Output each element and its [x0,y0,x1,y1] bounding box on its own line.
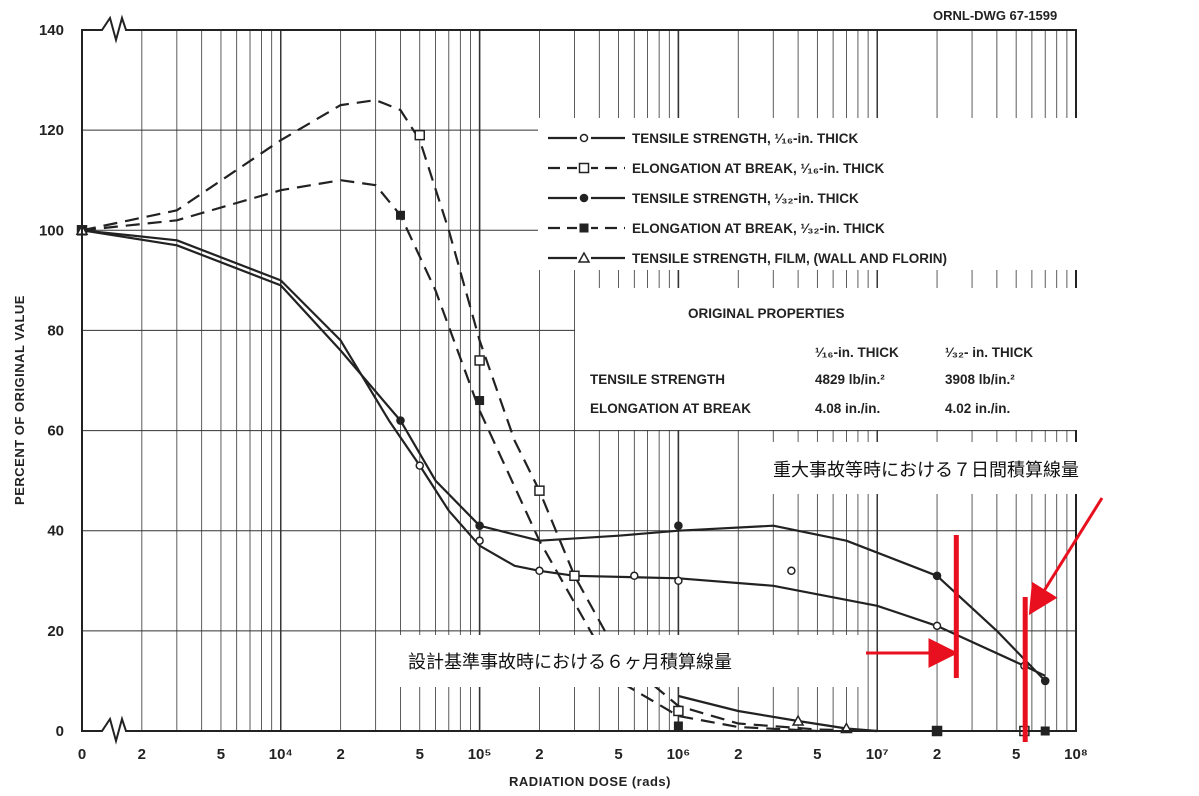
x-tick-label: 2 [933,746,941,763]
axis-break-top [82,14,140,44]
data-point [673,721,683,731]
y-tick-label: 80 [47,322,64,339]
series-line [81,229,1046,677]
x-tick-label: 5 [813,746,821,763]
legend-label: ELONGATION AT BREAK, ¹⁄₃₂-in. THICK [632,221,885,236]
data-point [932,571,942,581]
row-tensile-value-1-32: 3908 lb/in.² [945,372,1015,387]
data-point [674,576,683,586]
x-tick-label: 2 [734,746,742,763]
x-tick-label: 5 [416,746,424,763]
data-point [534,485,545,496]
row-elongation-value-1-32: 4.02 in./in. [945,401,1010,416]
y-tick-label: 40 [47,523,64,540]
legend-marker [579,133,589,143]
x-tick-label: 10⁴ [269,746,293,763]
data-point [475,396,485,406]
legend-label: TENSILE STRENGTH, ¹⁄₁₆-in. THICK [632,131,858,146]
data-point [673,705,684,717]
legend-marker [578,162,590,174]
data-point [415,461,425,470]
data-point [1040,676,1050,686]
legend-label: TENSILE STRENGTH, ¹⁄₃₂-in. THICK [632,191,859,206]
legend-marker [579,223,589,233]
data-point [787,566,796,576]
annotation-7day-label: 重大事故等時における７日間積算線量 [773,460,1079,481]
data-point [474,355,485,366]
annotation-6month-box [398,635,863,687]
series-line [81,98,878,733]
x-tick-label: 0 [78,746,86,763]
legend-background [538,118,1078,430]
annotation-7day-box [763,442,1188,494]
y-tick-label: 60 [47,423,64,440]
x-tick-label: 2 [535,746,543,763]
y-tick-label: 100 [39,222,64,239]
x-tick-label: 10⁶ [667,746,691,763]
y-tick-label: 140 [39,22,64,39]
data-point [932,621,942,631]
series-line [81,179,818,733]
legend-marker [577,251,591,263]
legend-label: ELONGATION AT BREAK, ¹⁄₁₆-in. THICK [632,161,884,176]
x-tick-label: 5 [1012,746,1020,763]
x-axis-title: RADIATION DOSE (rads) [509,774,671,789]
data-point [630,571,639,581]
row-elongation-value-1-16: 4.08 in./in. [815,401,880,416]
legend: TENSILE STRENGTH, ¹⁄₁₆-in. THICK ELONGATI… [548,131,947,266]
data-point [396,416,405,425]
data-point [395,210,405,220]
data-point [414,129,426,141]
data-point [674,521,683,531]
data-point [791,714,805,726]
row-elongation-label: ELONGATION AT BREAK [590,401,751,416]
col-header-1-32: ¹⁄₃₂- in. THICK [945,345,1033,360]
y-tick-label: 0 [56,723,64,740]
data-point [569,570,580,582]
x-tick-label: 10⁸ [1064,746,1088,763]
x-tick-label: 5 [217,746,225,763]
row-tensile-value-1-16: 4829 lb/in.² [815,372,885,387]
x-tick-label: 5 [614,746,622,763]
y-tick-label: 20 [47,623,64,640]
legend-label: TENSILE STRENGTH, FILM, (WALL AND FLORIN… [632,251,947,266]
axis-break-bottom [82,715,140,745]
annotation-6month-label: 設計基準事故時における６ヶ月積算線量 [408,652,732,673]
y-tick-label: 120 [39,122,64,139]
legend-marker [579,193,589,203]
x-tick-label: 10⁷ [866,746,889,763]
y-axis-title: PERCENT OF ORIGINAL VALUE [12,295,27,505]
arrow-7day [1028,497,1104,616]
series-curves [81,98,1046,733]
drawing-id: ORNL-DWG 67-1599 [933,8,1057,23]
data-point [535,566,544,576]
x-tick-label: 10⁵ [468,746,492,763]
x-tick-label: 2 [138,746,146,763]
x-tick-label: 2 [336,746,344,763]
col-header-1-16: ¹⁄₁₆-in. THICK [815,345,899,360]
annotations: 重大事故等時における７日間積算線量 設計基準事故時における６ヶ月積算線量 [398,442,1188,742]
original-properties-table: ORIGINAL PROPERTIES ¹⁄₁₆-in. THICK ¹⁄₃₂-… [590,306,1033,416]
data-point [475,521,484,531]
data-point [475,536,484,545]
original-properties-title: ORIGINAL PROPERTIES [688,306,845,321]
row-tensile-label: TENSILE STRENGTH [590,372,725,387]
